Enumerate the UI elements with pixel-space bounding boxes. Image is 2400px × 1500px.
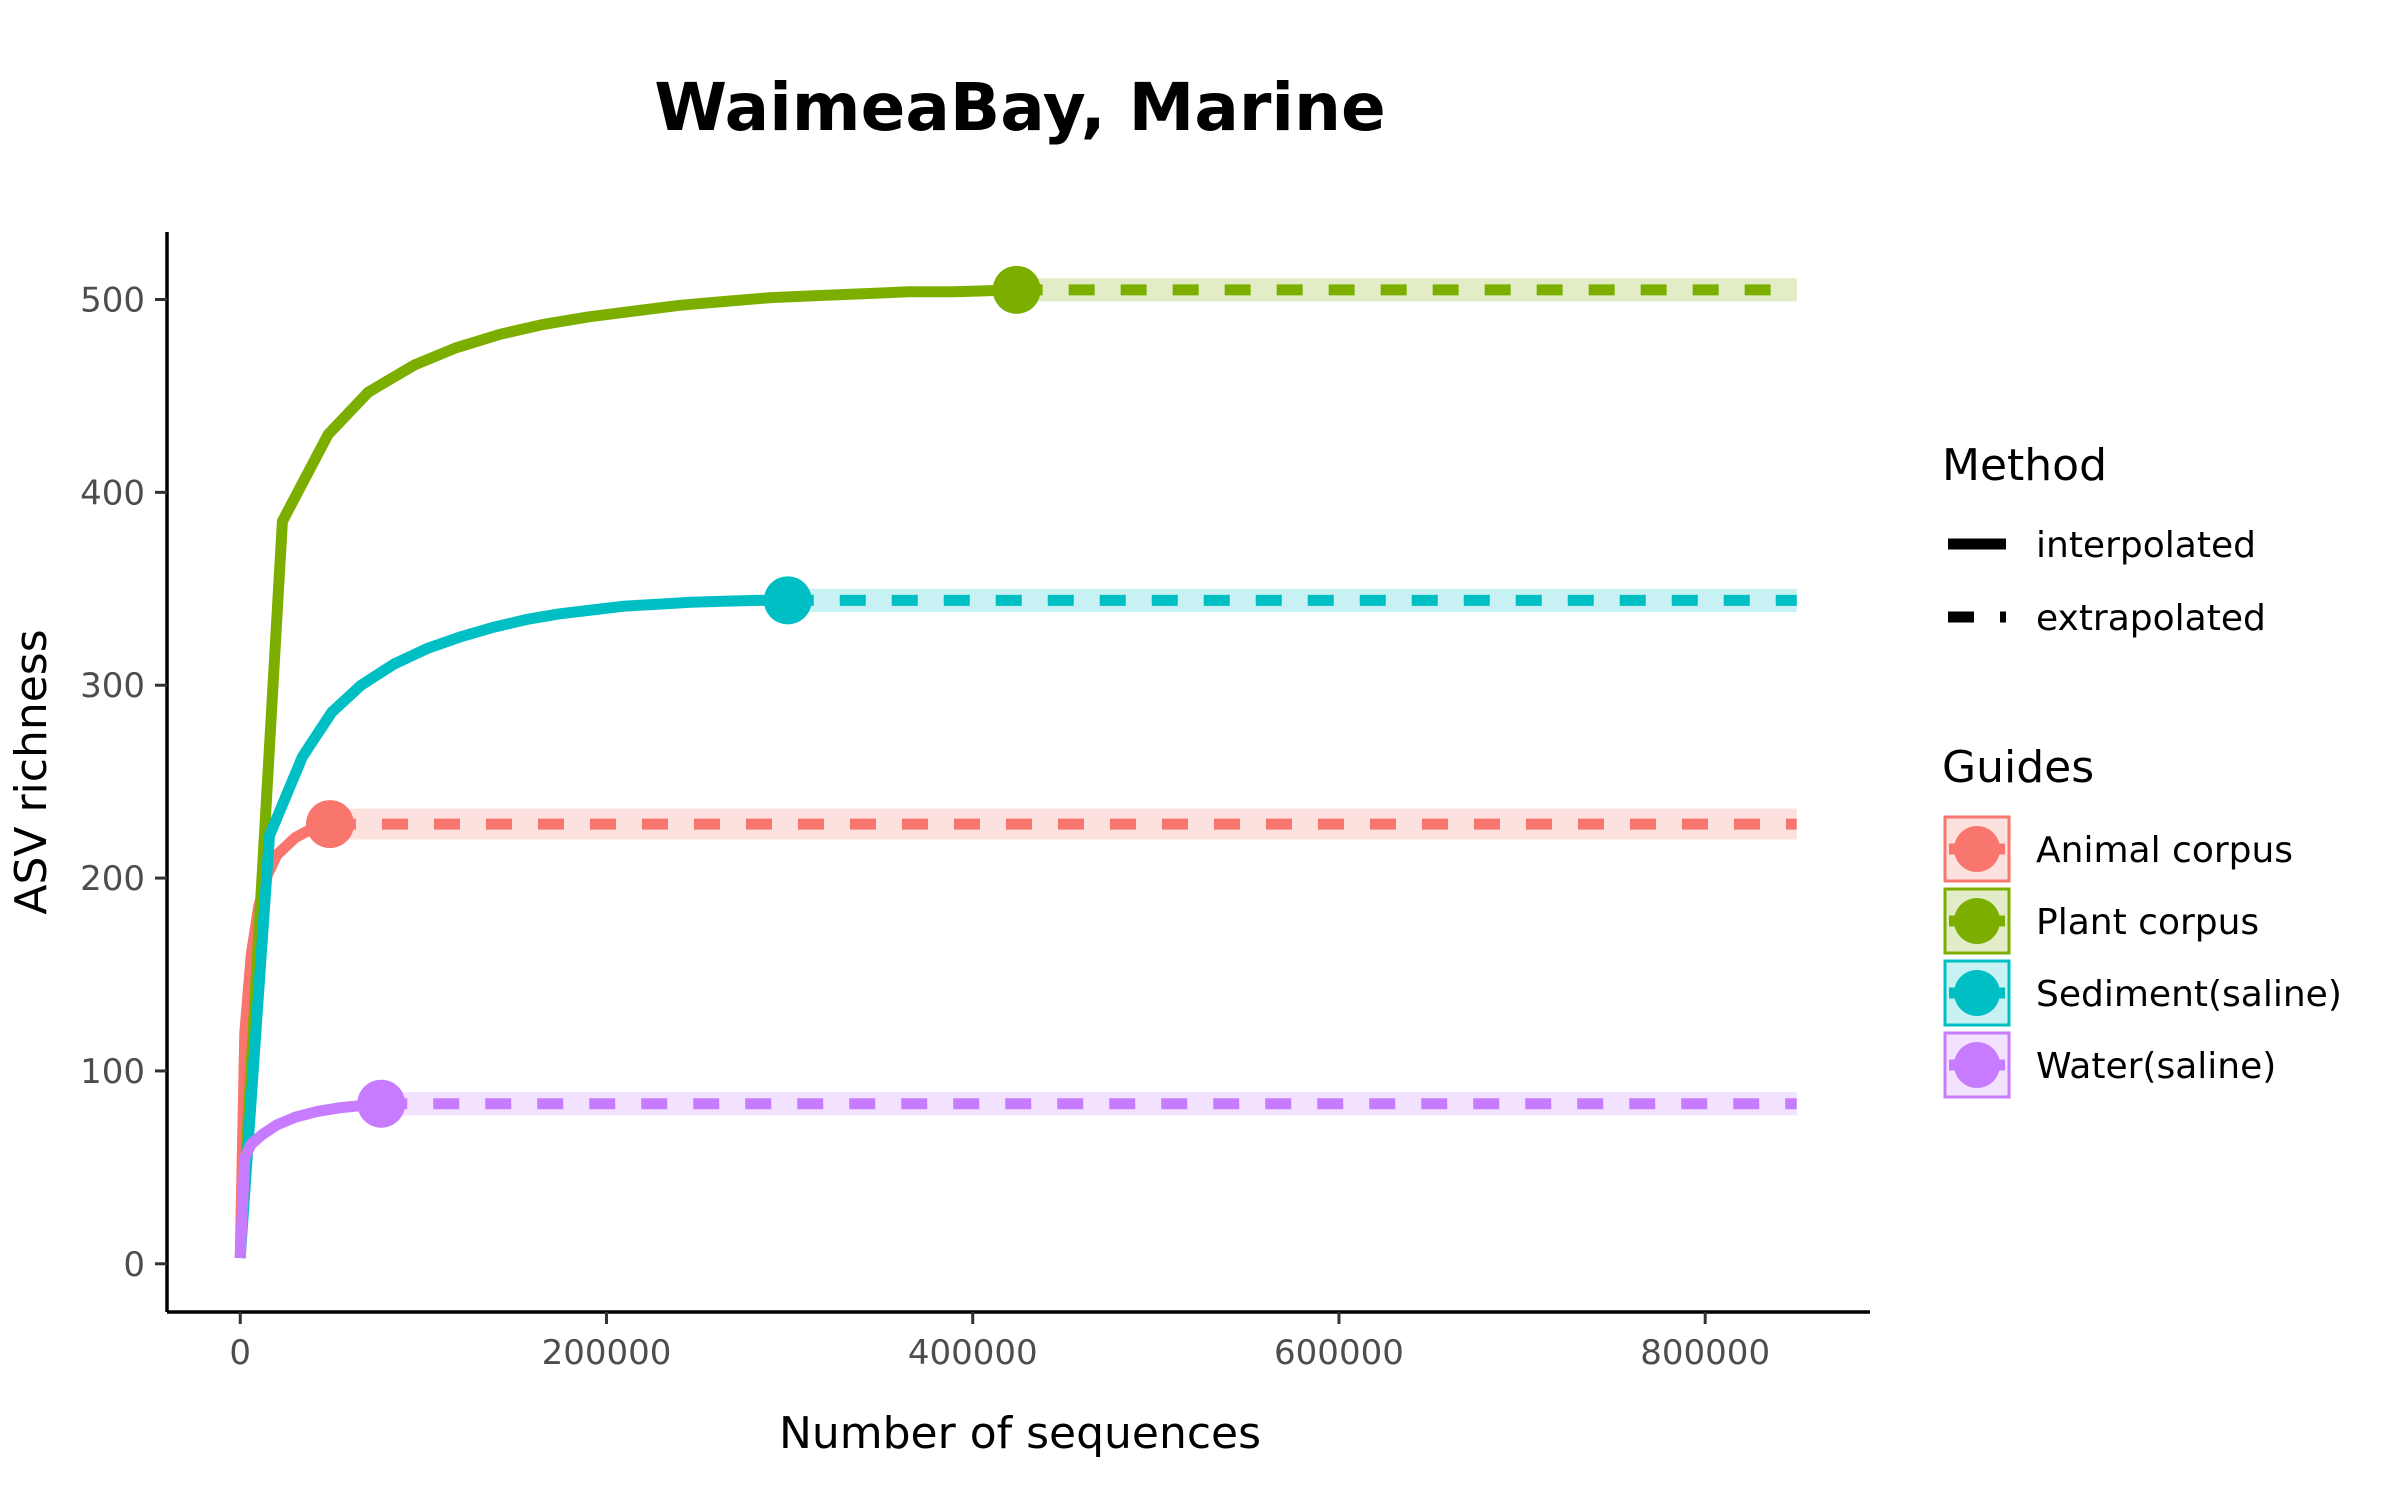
method-legend: Method interpolated extrapolated <box>1942 440 2266 639</box>
y-axis-ticks: 0 100 200 300 400 500 <box>80 281 167 1285</box>
confidence-bands <box>329 278 1797 1116</box>
axes <box>165 232 1870 1314</box>
y-tick-label: 100 <box>80 1052 145 1092</box>
band-water-saline <box>381 1092 1797 1116</box>
x-axis-ticks: 0 200000 400000 600000 800000 <box>229 1312 1770 1373</box>
method-legend-title: Method <box>1942 440 2107 491</box>
x-axis-label: Number of sequences <box>779 1408 1261 1459</box>
legend-key-point <box>1954 1042 2000 1088</box>
y-tick-label: 400 <box>80 473 145 513</box>
guides-legend: Guides Animal corpus Plant corpus Sediment… <box>1942 742 2342 1099</box>
y-tick-label: 0 <box>123 1245 145 1285</box>
legend-label-animal-corpus: Animal corpus <box>2036 830 2293 871</box>
x-tick-label: 600000 <box>1274 1333 1404 1373</box>
line-interpolated-sediment-saline <box>234 594 788 1259</box>
x-tick-label: 0 <box>229 1333 251 1373</box>
legend-label-water-saline: Water(saline) <box>2036 1046 2276 1087</box>
x-tick-label: 400000 <box>908 1333 1038 1373</box>
series-lines <box>234 284 1797 1259</box>
band-plant-corpus <box>1016 278 1797 302</box>
line-interpolated-water-saline <box>234 1098 382 1259</box>
legend-key-point <box>1954 898 2000 944</box>
legend-key-animal-corpus <box>1943 815 2011 883</box>
guides-legend-title: Guides <box>1942 742 2094 793</box>
legend-label-sediment-saline: Sediment(saline) <box>2036 974 2342 1015</box>
legend-key-plant-corpus <box>1943 887 2011 955</box>
x-tick-label: 800000 <box>1640 1333 1770 1373</box>
y-axis-label: ASV richness <box>6 629 57 914</box>
legend-key-sediment-saline <box>1943 959 2011 1027</box>
legend-label-interpolated: interpolated <box>2036 525 2256 566</box>
legend-key-water-saline <box>1943 1031 2011 1099</box>
point-observed-animal-corpus <box>305 800 354 849</box>
chart-title: WaimeaBay, Marine <box>654 69 1386 146</box>
y-tick-label: 500 <box>80 281 145 321</box>
band-sediment-saline <box>787 588 1797 612</box>
x-tick-label: 200000 <box>542 1333 672 1373</box>
line-interpolated-plant-corpus <box>234 284 1017 1259</box>
observed-points <box>305 265 1041 1128</box>
y-tick-label: 300 <box>80 666 145 706</box>
point-observed-plant-corpus <box>992 265 1041 314</box>
legend-key-point <box>1954 826 2000 872</box>
legend-label-plant-corpus: Plant corpus <box>2036 902 2259 943</box>
point-observed-sediment-saline <box>763 576 812 625</box>
y-tick-label: 200 <box>80 859 145 899</box>
legend-key-point <box>1954 970 2000 1016</box>
legend-label-extrapolated: extrapolated <box>2036 598 2266 639</box>
point-observed-water-saline <box>357 1079 406 1128</box>
